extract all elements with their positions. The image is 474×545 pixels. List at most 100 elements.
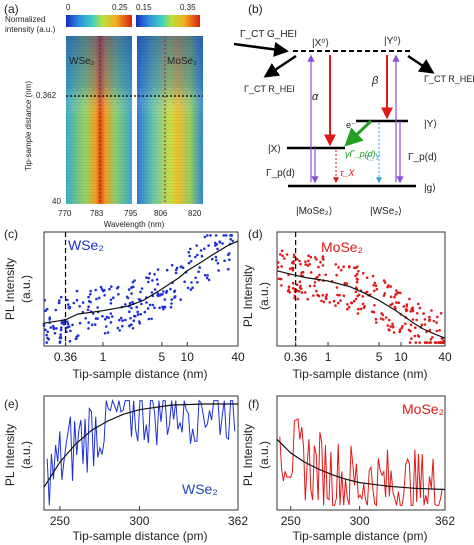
data-point <box>414 326 417 330</box>
data-point <box>45 307 49 311</box>
data-point <box>442 339 445 343</box>
mose2-state-label: |MoSe₂⟩ <box>296 206 333 217</box>
data-point <box>279 253 282 256</box>
data-point <box>110 285 113 288</box>
data-point <box>183 280 186 284</box>
data-point <box>339 299 342 302</box>
data-point <box>304 260 307 264</box>
data-point <box>139 290 142 294</box>
data-point <box>295 283 299 287</box>
data-point <box>420 323 424 327</box>
data-point <box>285 253 289 256</box>
data-point <box>280 265 284 268</box>
data-point <box>106 331 110 334</box>
data-point <box>389 285 393 288</box>
x-tick-label: 10 <box>181 350 195 364</box>
data-point <box>99 285 103 289</box>
x-tick-label: 362 <box>435 514 455 528</box>
data-point <box>45 341 48 344</box>
data-point <box>405 303 409 306</box>
data-point <box>78 321 82 325</box>
xtick-783: 783 <box>90 209 104 218</box>
data-point <box>222 234 226 237</box>
data-point <box>214 255 218 259</box>
data-point <box>89 293 92 296</box>
data-point <box>150 317 153 321</box>
data-point <box>194 255 197 259</box>
data-point <box>281 254 285 258</box>
x-tick-label: 40 <box>438 350 452 364</box>
data-point <box>91 312 95 315</box>
data-point <box>145 276 148 279</box>
data-point <box>375 321 378 324</box>
ylabel-f-line2: (a.u.) <box>257 441 271 469</box>
data-point <box>165 268 169 272</box>
data-point <box>321 294 325 297</box>
data-point <box>103 332 107 335</box>
data-point <box>181 266 185 270</box>
xlabel-f: Tip-sample distance (pm) <box>293 529 428 543</box>
data-point <box>101 314 104 318</box>
data-point <box>132 314 136 318</box>
heatmap-left-texture <box>66 36 132 204</box>
data-point <box>59 333 62 336</box>
data-point <box>356 273 359 276</box>
xlabel-c: Tip-sample distance (nm) <box>73 367 208 381</box>
data-point <box>431 336 434 339</box>
data-point <box>229 237 232 241</box>
fit-curve <box>276 438 446 491</box>
data-point <box>292 255 296 259</box>
electron-label: e⁻ <box>346 120 356 130</box>
series-label-f: MoSe₂ <box>402 401 444 417</box>
panel-b: (b) Γ_CT G_HEI Γ_CT R_HEI Γ_CT R_HEI |X⁰… <box>233 2 474 217</box>
alpha-label: α <box>312 91 319 103</box>
data-point <box>408 297 411 301</box>
data-point <box>118 318 121 322</box>
data-point <box>158 306 161 310</box>
ylabel-c-line2: (a.u.) <box>19 275 33 303</box>
data-point <box>298 280 302 284</box>
data-point <box>389 303 392 307</box>
data-point <box>439 312 443 315</box>
data-point <box>109 298 113 302</box>
data-point <box>228 258 231 262</box>
data-point <box>396 291 400 294</box>
ytick-40: 40 <box>52 197 61 206</box>
data-point <box>170 263 174 267</box>
data-point <box>423 323 427 326</box>
data-point <box>217 269 220 272</box>
heatmap-ylabel: Tip-sample distance (nm) <box>24 81 33 171</box>
data-point <box>86 308 90 312</box>
ylabel-d-line1: PL Intensity <box>241 265 255 327</box>
data-point <box>428 315 431 319</box>
data-point <box>313 284 316 288</box>
data-point <box>156 292 160 295</box>
data-point <box>382 318 385 321</box>
data-point <box>128 310 131 314</box>
data-point <box>169 287 172 291</box>
panel-letter-d: (d) <box>248 227 263 241</box>
data-point <box>174 295 177 298</box>
data-point <box>290 266 294 270</box>
data-point <box>361 302 365 306</box>
data-point <box>352 299 356 303</box>
data-point <box>190 281 193 284</box>
data-point <box>156 268 160 271</box>
data-point <box>404 308 408 311</box>
data-point <box>410 337 413 340</box>
data-point <box>67 303 70 306</box>
data-point <box>379 317 383 320</box>
data-point <box>60 321 64 325</box>
data-point <box>336 293 339 297</box>
data-point <box>205 276 209 280</box>
data-point <box>124 303 127 306</box>
data-point <box>365 276 369 280</box>
data-point <box>196 253 199 257</box>
data-point <box>133 279 136 282</box>
marks-e: 250 300 362 <box>43 398 248 528</box>
data-point <box>324 273 328 277</box>
data-point <box>148 303 152 307</box>
data-point <box>432 319 436 323</box>
data-point <box>170 298 174 301</box>
